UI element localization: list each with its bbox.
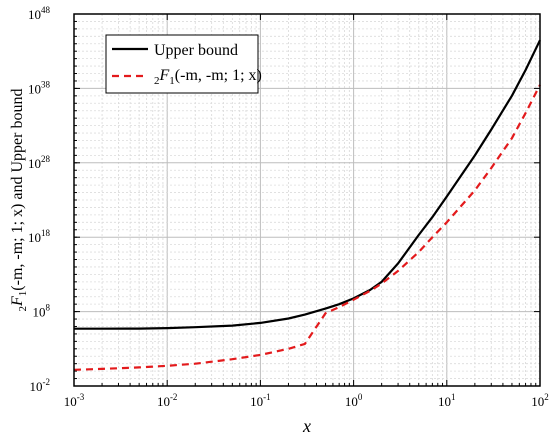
legend-label-pre: 2 (154, 75, 160, 87)
legend-label-hypergeometric: 2F1(-m, -m; 1; x) (154, 67, 262, 87)
y-tick-label: 108 (33, 303, 51, 320)
x-tick-label: 10-2 (157, 392, 178, 409)
series-line-upper-bound (74, 39, 541, 330)
y-tick-label: 1038 (28, 79, 51, 96)
legend-label-upper-bound: Upper bound (154, 42, 238, 59)
y-axis-label: 2F1(-m, -m; 1; x) and Upper bound (9, 89, 29, 312)
series-layer (73, 39, 541, 371)
x-tick-label: 101 (438, 392, 456, 409)
y-axis-label-rest: and Upper bound (9, 89, 26, 204)
x-tick-label: 102 (531, 392, 549, 409)
y-axis-label-args: (-m, -m; 1; x) (9, 204, 26, 291)
y-tick-label: 1018 (28, 228, 51, 245)
x-axis-label: x (302, 416, 311, 436)
y-tick-label: 1028 (28, 154, 51, 171)
series-line-hypergeometric (73, 84, 541, 371)
ticks: 10-3 10-2 10-1 100 101 102 10-2 108 1018 1028 1038… (28, 5, 549, 409)
x-tick-label: 10-3 (64, 392, 85, 409)
y-tick-label: 10-2 (30, 377, 51, 394)
legend: Upper bound 2F1(-m, -m; 1; x) (105, 34, 262, 94)
y-axis-label-pre: 2 (17, 306, 29, 312)
legend-label-sub: 1 (169, 75, 175, 87)
x-tick-label: 10-1 (250, 392, 271, 409)
legend-box (105, 34, 259, 94)
legend-label-args: (-m, -m; 1; x) (175, 67, 262, 84)
y-tick-label: 1048 (28, 5, 51, 22)
y-axis-label-func: F (9, 296, 26, 307)
y-axis-label-sub: 1 (17, 291, 29, 297)
legend-label-func: F (159, 67, 170, 84)
x-tick-label: 100 (345, 392, 363, 409)
